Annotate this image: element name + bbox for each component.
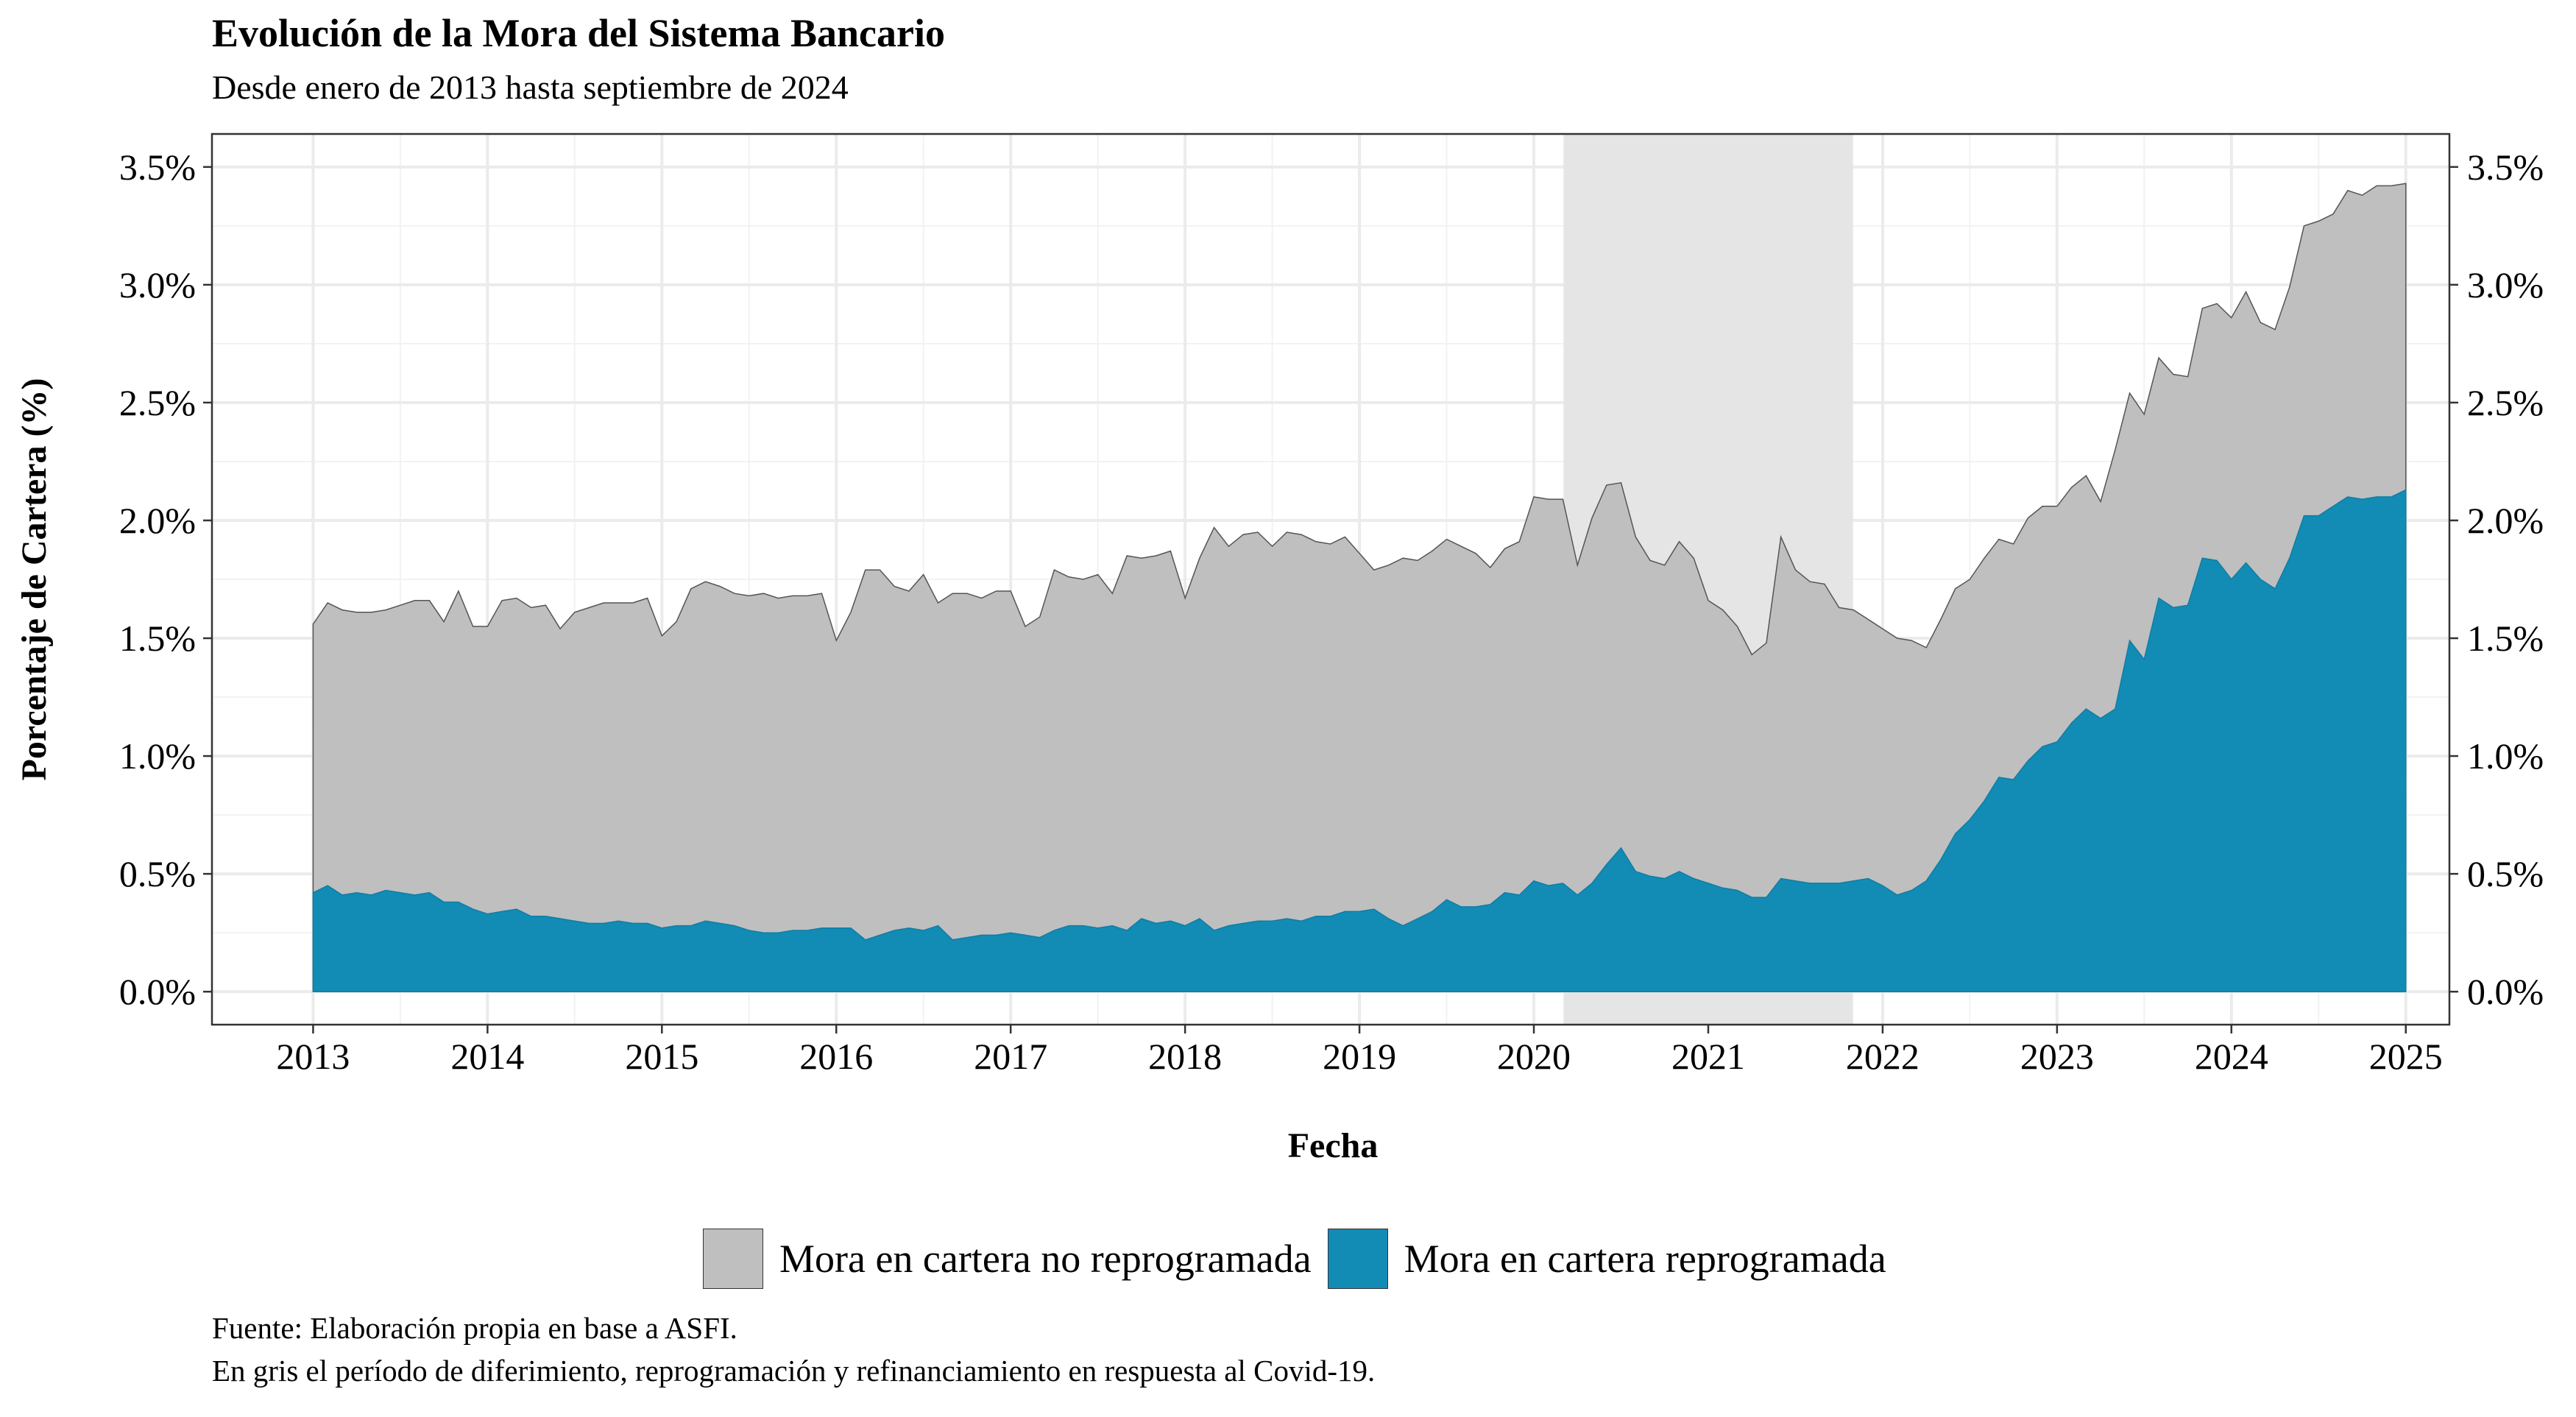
y-tick-label-left: 0.0% xyxy=(119,971,196,1012)
x-tick-label: 2015 xyxy=(625,1036,698,1077)
y-tick-label-right: 3.5% xyxy=(2467,146,2544,188)
x-tick-label: 2021 xyxy=(1671,1036,1745,1077)
shading-note-caption: En gris el período de diferimiento, repr… xyxy=(212,1354,1376,1388)
chart-title: Evolución de la Mora del Sistema Bancari… xyxy=(212,11,945,55)
x-tick-label: 2016 xyxy=(799,1036,873,1077)
y-tick-label-left: 3.5% xyxy=(119,146,196,188)
x-tick-label: 2013 xyxy=(276,1036,350,1077)
x-tick-label: 2017 xyxy=(974,1036,1047,1077)
plot-border xyxy=(210,132,2451,1026)
y-tick-label-left: 0.5% xyxy=(119,853,196,894)
x-tick-label: 2023 xyxy=(2020,1036,2094,1077)
y-tick-label-left: 1.0% xyxy=(119,735,196,777)
y-tick-label-left: 2.5% xyxy=(119,382,196,423)
y-tick-label-left: 3.0% xyxy=(119,264,196,305)
y-tick-label-right: 1.5% xyxy=(2467,618,2544,659)
area-mora-reprogramada xyxy=(312,489,2407,992)
x-tick-label: 2019 xyxy=(1323,1036,1396,1077)
y-tick-label-right: 3.0% xyxy=(2467,264,2544,305)
y-tick-label-right: 2.0% xyxy=(2467,500,2544,541)
y-tick-label-left: 1.5% xyxy=(119,618,196,659)
x-tick-label: 2022 xyxy=(1846,1036,1919,1077)
legend-key-reprogramada xyxy=(1327,1229,1388,1289)
x-tick-label: 2024 xyxy=(2195,1036,2268,1077)
chart-subtitle: Desde enero de 2013 hasta septiembre de … xyxy=(212,68,849,106)
source-caption: Fuente: Elaboración propia en base a ASF… xyxy=(212,1311,737,1345)
area-mora-no-reprogramada xyxy=(312,183,2407,992)
legend-key-no-reprogramada xyxy=(703,1229,763,1289)
legend-item-reprogramada: Mora en cartera reprogramada xyxy=(1327,1229,1886,1289)
y-tick-label-right: 0.0% xyxy=(2467,971,2544,1012)
x-tick-label: 2025 xyxy=(2369,1036,2443,1077)
y-tick-label-right: 0.5% xyxy=(2467,853,2544,894)
y-tick-label-right: 2.5% xyxy=(2467,382,2544,423)
y-tick-label-left: 2.0% xyxy=(119,500,196,541)
legend-item-no-reprogramada: Mora en cartera no reprogramada xyxy=(703,1229,1312,1289)
x-tick-label: 2020 xyxy=(1497,1036,1571,1077)
x-tick-label: 2018 xyxy=(1148,1036,1222,1077)
chart-legend: Mora en cartera no reprogramada Mora en … xyxy=(703,1226,1903,1292)
y-axis-title: Porcentaje de Cartera (%) xyxy=(15,378,54,781)
x-axis-title: Fecha xyxy=(1288,1126,1379,1165)
legend-label-no-reprogramada: Mora en cartera no reprogramada xyxy=(779,1237,1312,1281)
y-tick-label-right: 1.0% xyxy=(2467,735,2544,777)
legend-label-reprogramada: Mora en cartera reprogramada xyxy=(1404,1237,1886,1281)
x-tick-label: 2014 xyxy=(450,1036,524,1077)
